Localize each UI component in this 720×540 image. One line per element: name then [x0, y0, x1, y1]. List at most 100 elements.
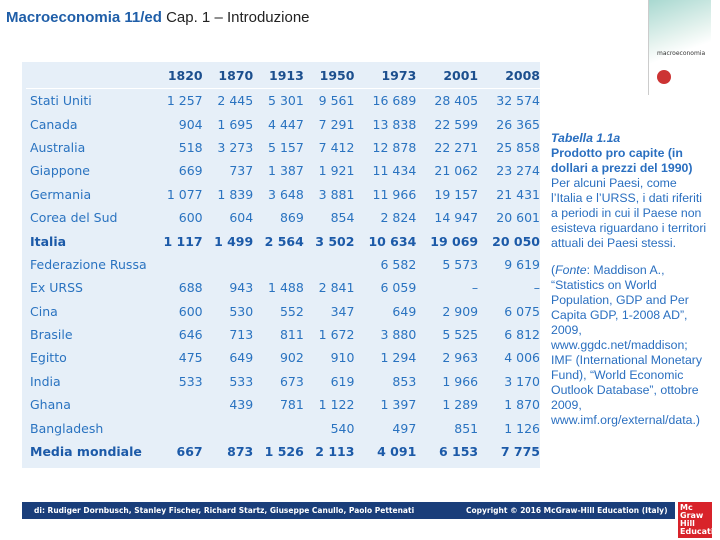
cell: 9 561	[318, 93, 355, 109]
cell: 21 431	[496, 186, 540, 202]
row: Germania 1 077 1 839 3 648 3 881 11 966 19 157…	[26, 183, 540, 206]
cell: 21 062	[434, 163, 479, 179]
cell: 4 447	[268, 116, 304, 132]
cell: 4 006	[504, 350, 540, 366]
cover-icon	[657, 70, 671, 84]
cell: 3 881	[318, 186, 355, 202]
row-label: Cina	[30, 303, 58, 319]
row: Media mondiale 667 873 1 526 2 113 4 091 6 153…	[26, 440, 540, 463]
cell: 5 301	[268, 93, 304, 109]
cell: 11 434	[372, 163, 417, 179]
cell: 600	[178, 210, 203, 226]
cell: 439	[229, 397, 254, 413]
cell	[253, 253, 304, 276]
cell: 673	[279, 373, 304, 389]
cell: 910	[330, 350, 355, 366]
column-header: 2008	[478, 62, 540, 89]
column-header: 2001	[416, 62, 479, 89]
cell: 1 289	[442, 397, 479, 413]
cell: 530	[229, 303, 254, 319]
caption-heading: Tabella 1.1a	[551, 131, 711, 146]
cell: 6 582	[380, 256, 417, 272]
cell: 713	[229, 327, 254, 343]
cell: 9 619	[504, 256, 540, 272]
caption-source: (Fonte: Maddison A., “Statistics on Worl…	[551, 263, 711, 428]
cell: 10 634	[368, 233, 417, 249]
cell	[152, 393, 203, 416]
cell: 1 294	[380, 350, 417, 366]
column-header: 1950	[303, 62, 355, 89]
cell: –	[533, 280, 540, 296]
row: Canada 904 1 695 4 447 7 291 13 838 22 599 26 3…	[26, 112, 540, 135]
cell: 811	[279, 327, 304, 343]
cell: 6 153	[438, 444, 479, 460]
chapter: Cap. 1 – Introduzione	[166, 9, 310, 26]
cell: 869	[279, 210, 304, 226]
cell: 518	[178, 139, 203, 155]
table-panel: 1820 1870 1913 1950 1973 2001 2008 Stati Uniti 1…	[22, 62, 540, 468]
cell: 2 445	[217, 93, 254, 109]
cell: 26 365	[496, 116, 540, 132]
cell: 649	[392, 303, 417, 319]
cell: 1 921	[318, 163, 355, 179]
cell: 19 069	[430, 233, 479, 249]
cell: 22 599	[434, 116, 479, 132]
cell: 2 113	[315, 444, 355, 460]
cell: 12 878	[372, 139, 417, 155]
column-header: 1870	[202, 62, 254, 89]
row-label: Brasile	[30, 327, 73, 343]
row: Egitto 475 649 902 910 1 294 2 963 4 006	[26, 346, 540, 369]
cell: 32 574	[496, 93, 540, 109]
cell: 533	[229, 373, 254, 389]
cell: 781	[279, 397, 304, 413]
cell: 1 870	[504, 397, 540, 413]
header: Macroeconomia 11/ed Cap. 1 – Introduzion…	[6, 9, 310, 26]
cell	[253, 416, 304, 439]
cell: 2 841	[318, 280, 355, 296]
column-header: 1913	[253, 62, 304, 89]
cell: 7 775	[500, 444, 540, 460]
row: Federazione Russa 6 582 5 573 9 619	[26, 253, 540, 276]
cell: 14 947	[434, 210, 479, 226]
cell: 1 387	[268, 163, 304, 179]
source-open: (	[551, 263, 556, 277]
row-label: Giappone	[30, 163, 90, 179]
cell: 649	[229, 350, 254, 366]
cell: 5 573	[442, 256, 479, 272]
cell: 2 824	[380, 210, 417, 226]
cell: 6 812	[504, 327, 540, 343]
row: Giappone 669 737 1 387 1 921 11 434 21 062 23 2…	[26, 159, 540, 182]
cell: 28 405	[434, 93, 479, 109]
cell	[203, 416, 254, 439]
row-label: Media mondiale	[30, 444, 142, 460]
footer: di: Rudiger Dornbusch, Stanley Fischer, …	[22, 502, 675, 532]
cell: 943	[229, 280, 254, 296]
cell	[152, 416, 203, 439]
cell: 22 271	[434, 139, 479, 155]
cell: 5 525	[442, 327, 479, 343]
cell: 533	[178, 373, 203, 389]
row-label: Bangladesh	[30, 420, 104, 436]
cell: 3 648	[268, 186, 304, 202]
cell: 873	[227, 444, 254, 460]
row-label: India	[30, 373, 61, 389]
cell: 5 157	[268, 139, 304, 155]
cell: 497	[392, 420, 417, 436]
header-row: 1820 1870 1913 1950 1973 2001 2008	[26, 62, 540, 89]
row-label: Ghana	[30, 397, 71, 413]
cell: 347	[330, 303, 355, 319]
row-label: Ex URSS	[30, 280, 83, 296]
cell: 1 839	[217, 186, 254, 202]
row-label: Stati Uniti	[30, 93, 92, 109]
cell: 3 880	[380, 327, 417, 343]
cell: 1 488	[268, 280, 304, 296]
copyright: Copyright © 2016 McGraw-Hill Education (…	[466, 506, 668, 532]
cell: 854	[330, 210, 355, 226]
cell: 669	[178, 163, 203, 179]
row-label: Germania	[30, 186, 92, 202]
row: Cina 600 530 552 347 649 2 909 6 075	[26, 300, 540, 323]
cell: 7 412	[318, 139, 355, 155]
cell: 1 499	[214, 233, 254, 249]
table: 1820 1870 1913 1950 1973 2001 2008 Stati Uniti 1…	[26, 62, 540, 463]
